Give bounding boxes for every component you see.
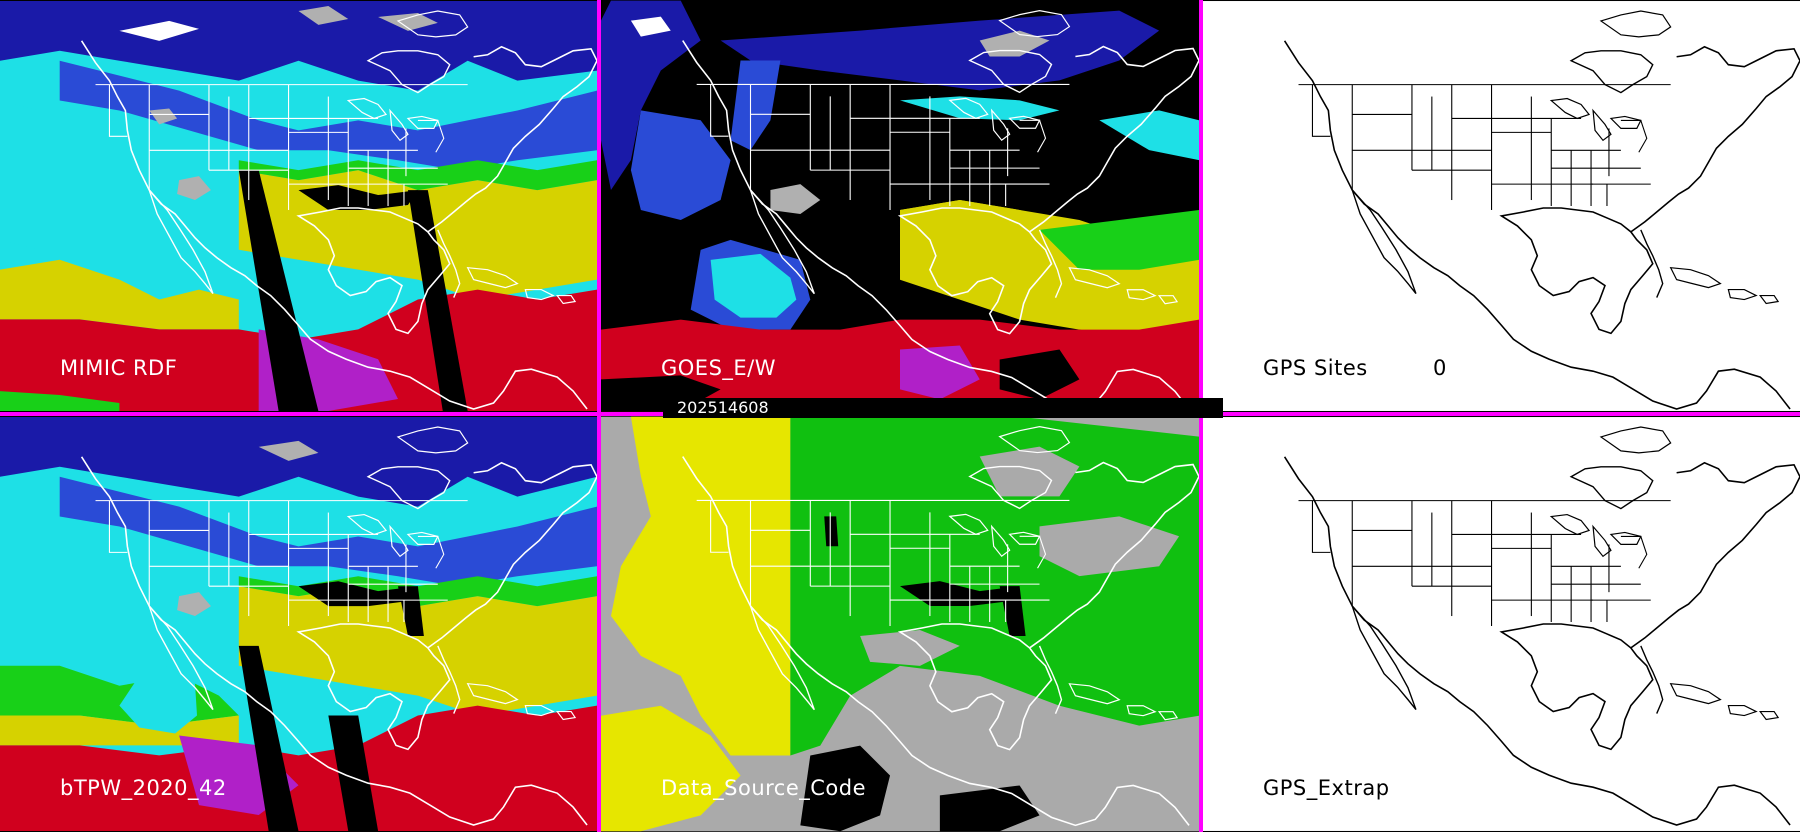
panel-label-btpw: bTPW_2020_42 bbox=[60, 776, 227, 800]
btpw-map bbox=[0, 417, 597, 831]
data-source-code-map bbox=[601, 416, 1199, 832]
panel-label-goes-ew: GOES_E/W bbox=[661, 356, 777, 380]
timestamp-bar: 202514608 bbox=[663, 398, 1223, 418]
panel-label-gps-extrap: GPS_Extrap bbox=[1263, 776, 1390, 800]
panel-gps-sites: GPS Sites 0 bbox=[1203, 0, 1800, 412]
goes-ew-map bbox=[601, 0, 1199, 412]
gps-extrap-map bbox=[1203, 417, 1800, 831]
vertical-separator-left bbox=[597, 0, 601, 832]
gps-sites-count: 0 bbox=[1433, 356, 1447, 380]
panel-gps-extrap: GPS_Extrap bbox=[1203, 416, 1800, 832]
panel-mimic-rdf: MIMIC RDF bbox=[0, 0, 597, 412]
panel-label-gps-sites: GPS Sites bbox=[1263, 356, 1368, 380]
mimic-rdf-map bbox=[0, 1, 597, 411]
panel-goes-ew: GOES_E/W bbox=[601, 0, 1199, 412]
panel-label-mimic-rdf: MIMIC RDF bbox=[60, 356, 178, 380]
gps-sites-map bbox=[1203, 1, 1800, 411]
panel-label-data-source-code: Data_Source_Code bbox=[661, 776, 867, 800]
panel-btpw: bTPW_2020_42 bbox=[0, 416, 597, 832]
panel-data-source-code: Data_Source_Code bbox=[601, 416, 1199, 832]
